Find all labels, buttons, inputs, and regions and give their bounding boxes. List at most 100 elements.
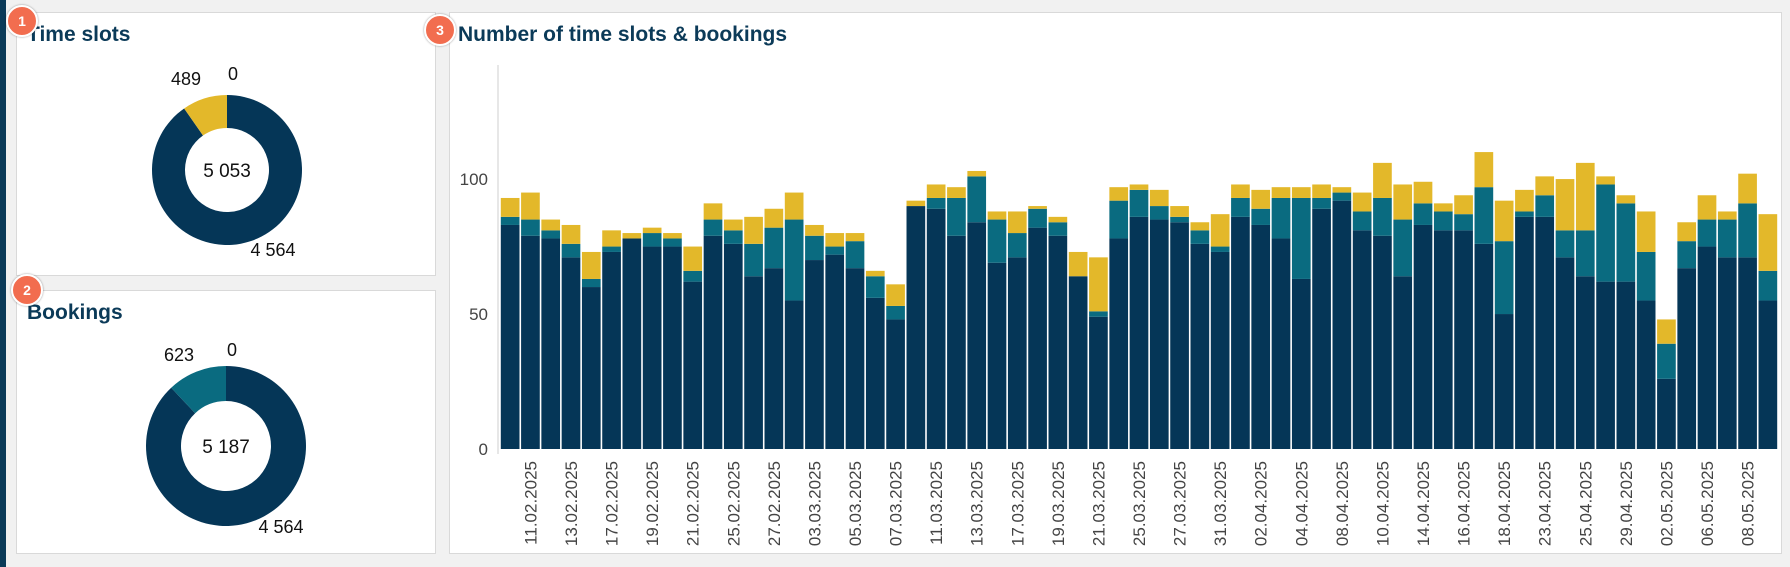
bar-segment (1596, 184, 1615, 282)
bar-segment (1028, 227, 1047, 449)
bar-segment (784, 219, 804, 301)
bar-segment (906, 206, 926, 449)
bar-segment (1717, 219, 1737, 258)
slots-bookings-panel: Number of time slots & bookings 0 50 100 11… (449, 12, 1782, 554)
bar-segment (1109, 187, 1129, 201)
bar-segment (541, 230, 561, 239)
bar-segment (1068, 276, 1088, 449)
bar-segment (500, 224, 520, 449)
bar-segment (987, 262, 1007, 449)
x-tick-label: 21.03.2025 (1089, 461, 1108, 546)
bar-segment (703, 203, 723, 220)
x-tick-label: 11.02.2025 (521, 461, 540, 545)
bar-segment (906, 200, 926, 207)
bar-segment (1636, 211, 1656, 252)
bar-segment (1697, 246, 1717, 449)
x-tick-label: 31.03.2025 (1211, 461, 1230, 546)
bar-segment (642, 227, 662, 234)
bar-segment (926, 197, 946, 209)
bar-segment (1190, 243, 1210, 449)
bar-segment (764, 268, 784, 449)
bar-segment (1393, 276, 1413, 449)
donut-slice (184, 95, 227, 136)
bar-segment (1616, 195, 1636, 204)
donut-slice (146, 366, 307, 526)
bar-segment (1231, 197, 1250, 217)
bar-segment (683, 246, 703, 271)
x-tick-label: 08.05.2025 (1739, 461, 1758, 546)
bar-segment (1271, 197, 1291, 239)
x-tick-label: 13.02.2025 (562, 461, 581, 546)
bar-segment (561, 243, 581, 258)
bar-segment (1231, 184, 1250, 198)
bar-segment (1149, 206, 1169, 220)
bar-segment (886, 284, 905, 306)
bar-segment (1515, 216, 1534, 449)
bar-segment (1758, 270, 1778, 301)
bar-segment (561, 257, 581, 449)
bar-segment (1575, 230, 1595, 277)
bar-segment (1738, 203, 1757, 258)
bar-segment (663, 233, 682, 239)
x-tick-label: 19.03.2025 (1049, 461, 1068, 546)
bar-segment (1738, 257, 1757, 449)
x-tick-label: 03.03.2025 (805, 461, 824, 546)
bar-segment (1657, 343, 1676, 379)
bar-segment (642, 246, 662, 449)
panel-marker-3[interactable]: 3 (424, 14, 456, 46)
time-slots-panel: Time slots 5 053 4 564 489 0 (16, 12, 436, 276)
panel-marker-1[interactable]: 1 (6, 5, 38, 37)
bar-segment (947, 197, 966, 236)
bar-segment (622, 238, 642, 449)
bar-segment (1231, 216, 1250, 449)
bar-segment (865, 276, 885, 298)
bar-segment (1474, 187, 1494, 244)
bar-segment (602, 230, 621, 247)
donut-slice-label: 489 (171, 69, 201, 89)
bar-segment (1454, 214, 1473, 231)
donut-center-label: 5 053 (203, 161, 251, 182)
bar-segment (1413, 224, 1433, 449)
bar-segment (581, 251, 601, 279)
bar-segment (805, 224, 824, 236)
x-tick-label: 13.03.2025 (968, 461, 987, 546)
x-tick-label: 04.04.2025 (1292, 461, 1311, 546)
bar-segment (541, 219, 561, 231)
bar-segment (521, 192, 540, 220)
bar-segment (1291, 187, 1311, 198)
bar-segment (1291, 278, 1311, 449)
bar-segment (845, 241, 865, 269)
bar-segment (744, 216, 763, 244)
x-tick-label: 14.04.2025 (1414, 461, 1433, 546)
bar-segment (1089, 257, 1108, 312)
x-tick-label: 17.02.2025 (603, 461, 622, 546)
bar-segment (825, 233, 845, 247)
x-tick-label: 29.04.2025 (1617, 461, 1636, 546)
y-tick-label: 50 (469, 305, 488, 324)
x-tick-label: 06.05.2025 (1698, 461, 1717, 546)
bar-segment (1271, 238, 1291, 449)
bar-segment (1048, 235, 1068, 449)
panel-marker-2[interactable]: 2 (11, 274, 43, 306)
bar-segment (1494, 200, 1514, 242)
donut-slice-label: 0 (228, 64, 238, 84)
bar-segment (622, 233, 642, 239)
bar-segment (1332, 192, 1352, 201)
bar-segment (987, 219, 1007, 263)
x-tick-label: 02.05.2025 (1657, 461, 1676, 546)
bar-segment (1474, 243, 1494, 449)
bar-segment (845, 233, 865, 242)
bar-segment (744, 243, 763, 277)
donut-slice-label: 4 564 (250, 240, 295, 260)
bar-segment (784, 300, 804, 449)
bar-segment (1170, 216, 1189, 223)
bar-segment (1433, 203, 1453, 212)
bar-segment (1596, 176, 1615, 185)
donut-center-label: 5 187 (202, 437, 250, 458)
y-tick-label: 100 (460, 170, 488, 189)
bar-segment (1312, 197, 1331, 209)
bar-segment (886, 305, 905, 320)
bar-segment (1170, 206, 1189, 217)
bar-segment (1575, 162, 1595, 231)
bar-segment (825, 254, 845, 449)
